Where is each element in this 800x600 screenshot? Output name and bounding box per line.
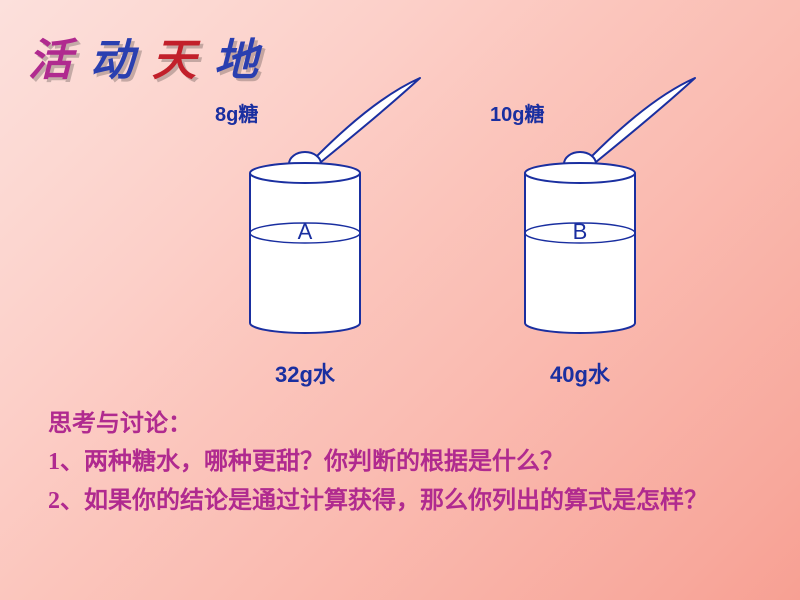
- sugar-label-a: 8g糖: [215, 98, 258, 127]
- discussion-heading: 思考与讨论：: [48, 405, 760, 443]
- beaker-setup-a: 8g糖 A 32g水: [185, 58, 425, 389]
- beaker-letter-a: A: [185, 219, 425, 245]
- sugar-label-b: 10g糖: [490, 98, 544, 127]
- beaker-letter-b: B: [460, 219, 700, 245]
- water-label-a: 32g水: [185, 357, 425, 389]
- beaker-setup-b: 10g糖 B 40g水: [460, 58, 700, 389]
- discussion-block: 思考与讨论： 1、两种糖水，哪种更甜？你判断的根据是什么？ 2、如果你的结论是通…: [48, 405, 760, 520]
- discussion-line-2: 2、如果你的结论是通过计算获得，那么你列出的算式是怎样？: [48, 482, 760, 520]
- diagram-area: 8g糖 A 32g水 10g糖 B 40g水: [0, 58, 800, 388]
- water-label-b: 40g水: [460, 357, 700, 389]
- discussion-line-1: 1、两种糖水，哪种更甜？你判断的根据是什么？: [48, 443, 760, 481]
